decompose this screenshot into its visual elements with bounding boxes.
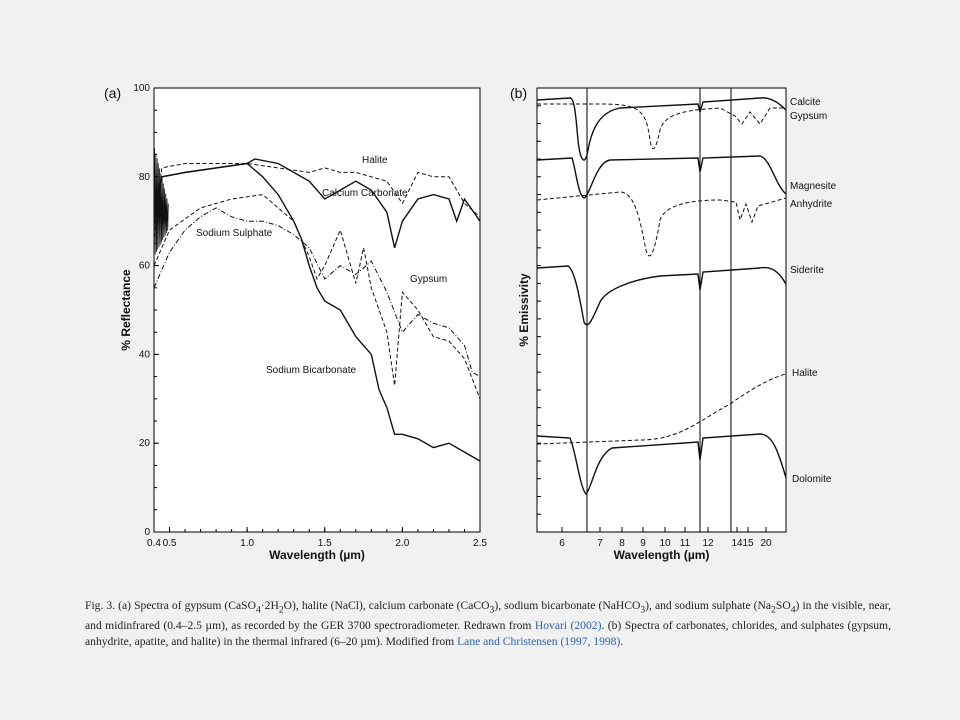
y-axis-title-b: % Emissivity: [517, 273, 531, 347]
x-tick-label: 6: [559, 538, 565, 549]
reference-link-hovari[interactable]: Hovari (2002): [534, 619, 602, 633]
emissivity-curve-3: [536, 191, 787, 257]
figure-caption: Fig. 3. (a) Spectra of gypsum (CaSO4·2H2…: [85, 598, 891, 650]
series-line-a-4: [153, 162, 481, 462]
series-label-b-2: Magnesite: [790, 181, 837, 192]
emissivity-curve-4: [536, 265, 787, 326]
x-tick-label: 12: [702, 538, 714, 549]
series-label-a-0: Halite: [362, 155, 388, 166]
caption-sub: 3: [489, 604, 495, 616]
y-tick-label: 100: [133, 83, 150, 94]
series-label-b-0: Calcite: [790, 97, 821, 108]
caption-fig-label: Fig. 3.: [85, 599, 116, 612]
caption-text: ) in the visible, near, and midinfrared …: [85, 599, 891, 633]
caption-sub: 4: [790, 604, 796, 616]
series-label-a-3: Gypsum: [410, 274, 447, 285]
caption-text: O), halite (NaCl), calcium carbonate (Ca…: [283, 599, 490, 612]
panel-b-plot-area: [536, 87, 787, 533]
caption-sub: 2: [771, 604, 776, 616]
x-axis-title-a: Wavelength (µm): [269, 548, 365, 562]
y-tick-label: 20: [139, 438, 151, 449]
x-tick-label: 20: [760, 538, 772, 549]
x-axis-title-b: Wavelength (µm): [614, 548, 710, 562]
x-tick-label: 0.5: [163, 538, 177, 549]
x-tick-label: 8: [619, 538, 625, 549]
series-label-b-3: Anhydrite: [790, 199, 833, 210]
series-label-a-4: Sodium Bicarbonate: [266, 365, 356, 376]
emissivity-curve-6: [536, 433, 787, 495]
caption-text: (a) Spectra of gypsum (CaSO: [115, 599, 256, 612]
x-tick-label: 7: [597, 538, 603, 549]
x-tick-label: 1.0: [240, 538, 254, 549]
series-line-a-2: [153, 207, 481, 378]
emissivity-curve-0: [536, 97, 787, 161]
caption-text: ), sodium bicarbonate (NaHCO: [494, 599, 641, 612]
x-tick-label: 11: [680, 538, 691, 549]
emissivity-curve-2: [536, 155, 787, 199]
series-label-a-1: Calcium Carbonate: [322, 188, 408, 199]
x-tick-label: 9: [640, 538, 646, 549]
x-tick-label: 2.0: [395, 538, 409, 549]
y-tick-label: 0: [144, 527, 150, 538]
x-tick-label: 10: [659, 538, 671, 549]
series-label-a-2: Sodium Sulphate: [196, 228, 273, 239]
series-label-b-6: Dolomite: [792, 474, 832, 485]
panel-a-plot-area: [153, 87, 481, 533]
caption-text: ·2H: [260, 599, 279, 612]
series-label-b-1: Gypsum: [790, 111, 827, 122]
panel-label-b: (b): [510, 85, 527, 101]
y-tick-label: 40: [139, 349, 151, 360]
caption-text: SO: [775, 599, 791, 612]
panel-label-a: (a): [104, 85, 121, 101]
y-tick-label: 80: [139, 172, 151, 183]
reference-link-lane-christensen[interactable]: Lane and Christensen (1997, 1998): [457, 635, 621, 649]
series-line-a-3: [153, 194, 481, 399]
noisy-region-line: [153, 148, 169, 257]
x-tick-label: 2.5: [473, 538, 487, 549]
caption-sub: 2: [278, 604, 284, 616]
series-label-b-4: Siderite: [790, 265, 824, 276]
caption-text: ), and sodium sulphate (Na: [645, 599, 772, 612]
caption-text: .: [620, 635, 624, 649]
x-tick-label: 14: [731, 538, 743, 549]
caption-sub: 4: [255, 604, 261, 616]
x-tick-label: 15: [742, 538, 754, 549]
series-line-a-0: [153, 163, 481, 244]
y-axis-title-a: % Reflectance: [119, 269, 133, 351]
caption-text: . (b) Spectra of carbonates, chlorides, …: [85, 619, 891, 649]
series-label-b-5: Halite: [792, 368, 818, 379]
x-tick-label: 0.4: [147, 538, 161, 549]
y-tick-label: 60: [139, 261, 151, 272]
emissivity-curve-5: [536, 373, 787, 445]
caption-sub: 3: [640, 604, 646, 616]
x-tick-label: 1.5: [318, 538, 332, 549]
